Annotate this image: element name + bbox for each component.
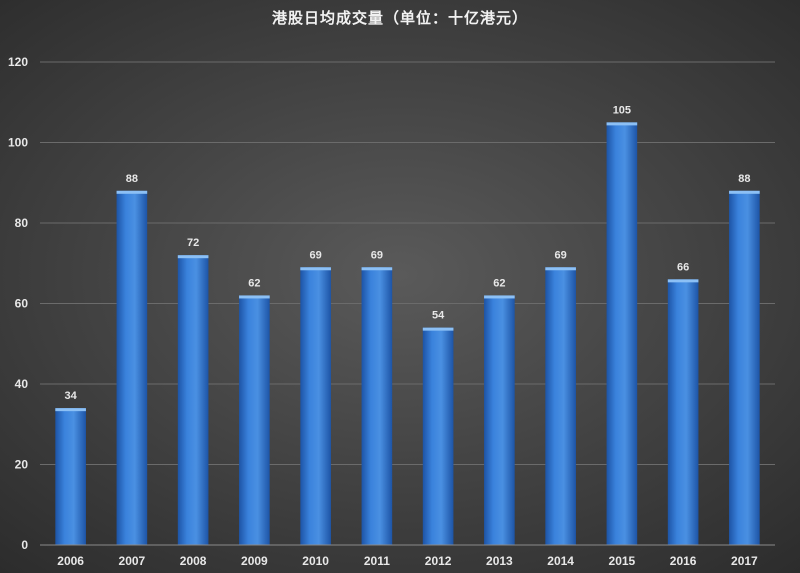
bar-2011: [361, 267, 393, 545]
bar-2013: [484, 295, 515, 545]
bar-top-highlight: [422, 327, 454, 331]
bar: [116, 190, 148, 546]
bar: [177, 255, 209, 545]
value-label: 88: [738, 173, 750, 185]
x-tick-label: 2009: [241, 554, 268, 568]
bar: [545, 267, 576, 545]
y-tick-label: 100: [8, 136, 28, 150]
bar-2006: [55, 408, 86, 545]
bar-top-highlight: [300, 267, 331, 271]
value-label: 88: [126, 173, 138, 185]
bar: [300, 267, 331, 545]
y-axis-ticks: 0 20 40 60 80 100 120: [8, 55, 28, 552]
bar-2007: [116, 190, 148, 546]
bar: [729, 190, 760, 546]
bar-2015: [606, 122, 638, 545]
bar-2014: [545, 267, 576, 545]
bar-top-highlight: [177, 255, 209, 259]
value-label: 54: [432, 310, 445, 322]
bar-2010: [300, 267, 331, 545]
x-tick-label: 2010: [302, 554, 329, 568]
y-tick-label: 20: [15, 458, 29, 472]
x-tick-label: 2015: [609, 554, 636, 568]
bar: [361, 267, 393, 545]
bars: [55, 122, 760, 546]
bar-2017: [729, 190, 760, 546]
x-axis-ticks: 2006 2007 2008 2009 2010 2011 2012 2013 2014 2015…: [57, 554, 758, 568]
value-label: 34: [65, 390, 78, 402]
bar-top-highlight: [729, 190, 760, 194]
y-tick-label: 40: [15, 377, 29, 391]
bar: [422, 327, 454, 545]
bar-top-highlight: [484, 295, 515, 299]
bar-top-highlight: [606, 122, 638, 126]
y-tick-label: 80: [15, 216, 29, 230]
value-label: 66: [677, 261, 689, 273]
bar-top-highlight: [667, 279, 699, 283]
grid-lines: [40, 61, 775, 465]
bar-top-highlight: [545, 267, 576, 271]
bar-2012: [422, 327, 454, 545]
value-labels: 34 88 72 62 69 69 54 62 69 105 66 88: [65, 104, 751, 402]
bar-top-highlight: [239, 295, 270, 299]
value-label: 72: [187, 237, 199, 249]
value-label: 69: [310, 249, 322, 261]
x-tick-label: 2008: [180, 554, 207, 568]
y-tick-label: 60: [15, 297, 29, 311]
x-tick-label: 2016: [670, 554, 697, 568]
x-tick-label: 2006: [57, 554, 84, 568]
y-tick-label: 0: [21, 538, 28, 552]
bar: [606, 122, 638, 545]
value-label: 69: [555, 249, 567, 261]
bar: [667, 279, 699, 545]
value-label: 62: [493, 277, 505, 289]
x-tick-label: 2011: [364, 554, 390, 568]
bar-2009: [239, 295, 270, 545]
x-tick-label: 2007: [119, 554, 146, 568]
value-label: 62: [248, 277, 260, 289]
x-tick-label: 2017: [731, 554, 758, 568]
bar-top-highlight: [55, 408, 86, 412]
x-tick-label: 2013: [486, 554, 513, 568]
y-tick-label: 120: [8, 55, 28, 69]
value-label: 69: [371, 249, 383, 261]
value-label: 105: [613, 104, 631, 116]
bar-top-highlight: [116, 190, 148, 194]
bar-2008: [177, 255, 209, 545]
bar: [239, 295, 270, 545]
chart-title: 港股日均成交量（单位：十亿港元）: [271, 9, 528, 27]
x-tick-label: 2014: [547, 554, 574, 568]
x-tick-label: 2012: [425, 554, 452, 568]
bar: [484, 295, 515, 545]
bar: [55, 408, 86, 545]
bar-2016: [667, 279, 699, 545]
bar-top-highlight: [361, 267, 393, 271]
